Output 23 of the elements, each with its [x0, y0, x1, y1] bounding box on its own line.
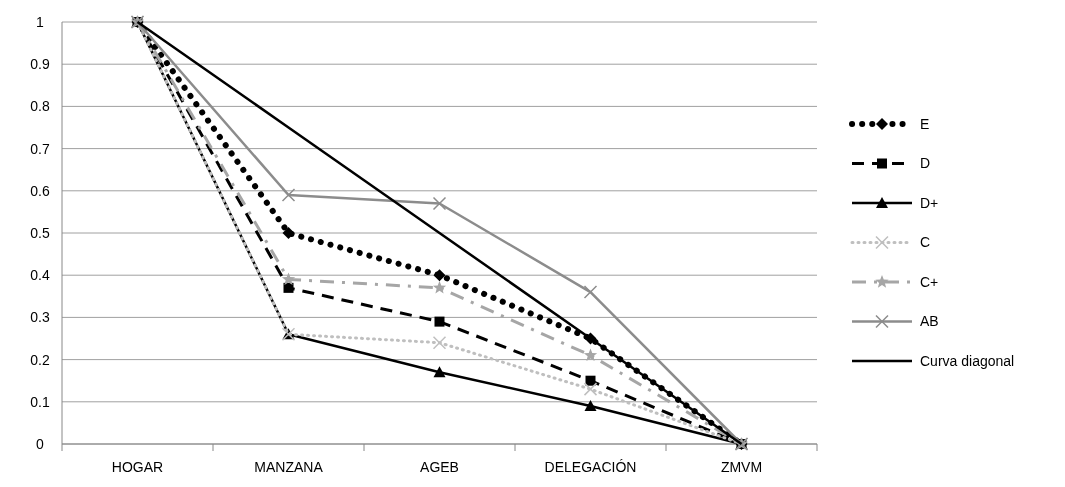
legend-label: C [920, 234, 931, 251]
y-tick-label: 0 [36, 435, 45, 452]
y-tick-label: 0.2 [30, 351, 50, 368]
x-tick-label: ZMVM [720, 459, 763, 475]
y-tick-label: 0.6 [30, 182, 50, 199]
legend-label: C+ [920, 273, 939, 290]
x-tick-label: AGEB [420, 459, 459, 475]
legend-label: AB [920, 313, 939, 330]
y-tick-label: 1 [36, 13, 45, 30]
x-tick-label: HOGAR [111, 459, 164, 475]
legend-label: E [920, 115, 930, 132]
y-tick-label: 0.4 [30, 267, 50, 284]
y-tick-label: 0.7 [30, 140, 50, 157]
x-tick-label: MANZANA [254, 459, 324, 475]
legend-label: Curva diagonal [920, 352, 1015, 369]
y-tick-label: 0.5 [30, 224, 50, 241]
y-tick-label: 0.3 [30, 309, 50, 326]
legend-label: D+ [920, 194, 939, 211]
x-tick-label: DELEGACIÓN [544, 459, 637, 475]
y-tick-label: 0.8 [30, 98, 50, 115]
y-tick-label: 0.9 [30, 56, 50, 73]
legend-label: D [920, 155, 931, 172]
y-tick-label: 0.1 [30, 393, 50, 410]
